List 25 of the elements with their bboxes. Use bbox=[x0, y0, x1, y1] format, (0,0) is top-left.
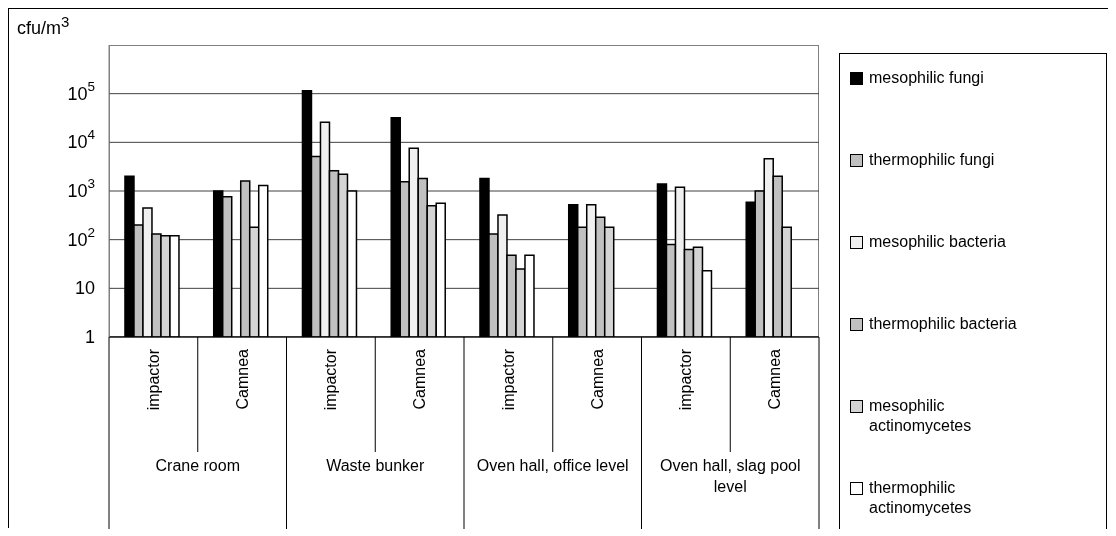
legend-label: thermophilic fungi bbox=[869, 150, 996, 170]
x-tick-label: impactor bbox=[499, 348, 517, 411]
y-tick-label: 10$^{3}$ bbox=[67, 176, 95, 201]
y-tick-label: 10$^{4}$ bbox=[67, 127, 96, 153]
legend-label: mesophilic actinomycetes bbox=[869, 396, 973, 436]
x-tick-label: impactor bbox=[322, 348, 340, 411]
legend-label: thermophilic actinomycetes bbox=[869, 478, 973, 518]
y-tick-label: 10 bbox=[74, 278, 95, 299]
x-tick-label: Camnea bbox=[411, 348, 429, 410]
y-tick-label: 10$^{5}$ bbox=[67, 78, 95, 104]
legend-label: mesophilic fungi bbox=[869, 68, 985, 88]
text: Crane room bbox=[154, 456, 241, 476]
x-tick-label: Camnea bbox=[233, 348, 251, 410]
y-tick-label: 10$^{2}$ bbox=[67, 224, 95, 250]
x-tick-label: impactor bbox=[144, 348, 162, 411]
y-axis-title: cfu/m$^{3}$ bbox=[17, 13, 70, 39]
text: Oven hall, office level bbox=[475, 456, 630, 476]
text: Waste bunker bbox=[325, 456, 426, 476]
text: Oven hall, slag pool level bbox=[659, 456, 802, 497]
x-tick-label: Camnea bbox=[588, 348, 606, 410]
y-tick-label: 1 bbox=[84, 327, 95, 347]
legend-label: mesophilic bacteria bbox=[869, 232, 1007, 252]
legend-label: thermophilic bacteria bbox=[869, 314, 1018, 334]
x-tick-label: Camnea bbox=[766, 348, 784, 410]
x-tick-label: impactor bbox=[677, 348, 695, 411]
